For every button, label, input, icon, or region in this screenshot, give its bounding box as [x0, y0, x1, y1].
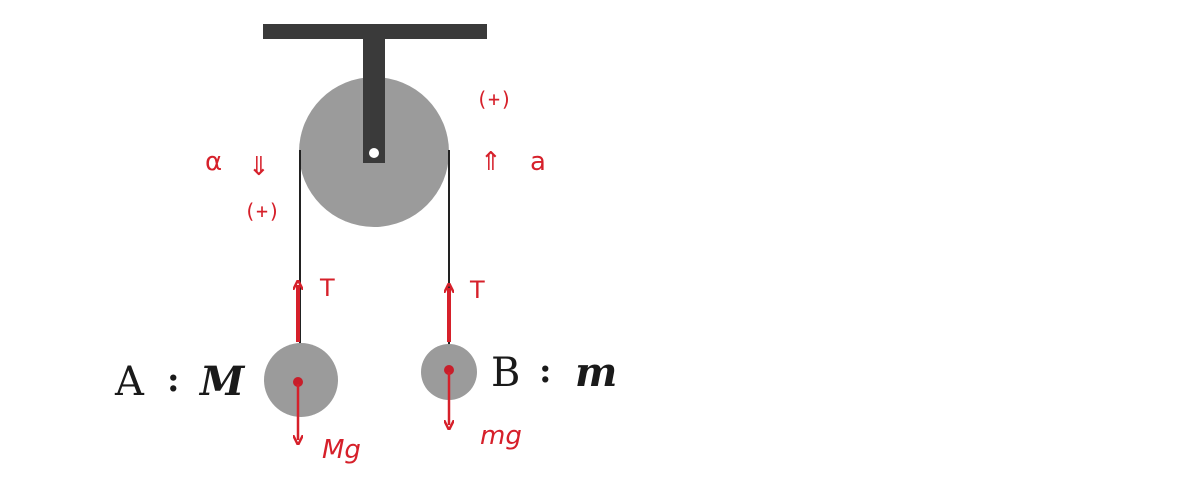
mass-b-center: [444, 365, 454, 375]
ceiling-bar: [263, 24, 487, 39]
body-a-separator: :: [167, 360, 180, 400]
right-tension-label: T: [469, 276, 485, 304]
right-accel-symbol: a: [530, 147, 546, 177]
right-accel-arrow: ⇑: [480, 147, 502, 177]
pulley-bracket: [363, 38, 385, 163]
body-b-separator: :: [539, 351, 552, 391]
left-weight-label: Mg: [322, 435, 361, 465]
right-sign: (+): [476, 87, 512, 111]
left-sign: (+): [244, 199, 280, 223]
left-tension-label: T: [319, 274, 335, 302]
mass-a-center: [293, 377, 303, 387]
body-a-mass: M: [198, 358, 246, 405]
left-accel-symbol: α: [205, 147, 222, 177]
body-b-mass: m: [575, 349, 617, 396]
pulley-axle: [369, 148, 379, 158]
left-accel-arrow: ⇓: [248, 152, 270, 182]
body-b-letter: B: [491, 350, 520, 396]
right-weight-label: mg: [480, 421, 522, 451]
body-a-letter: A: [114, 359, 145, 405]
